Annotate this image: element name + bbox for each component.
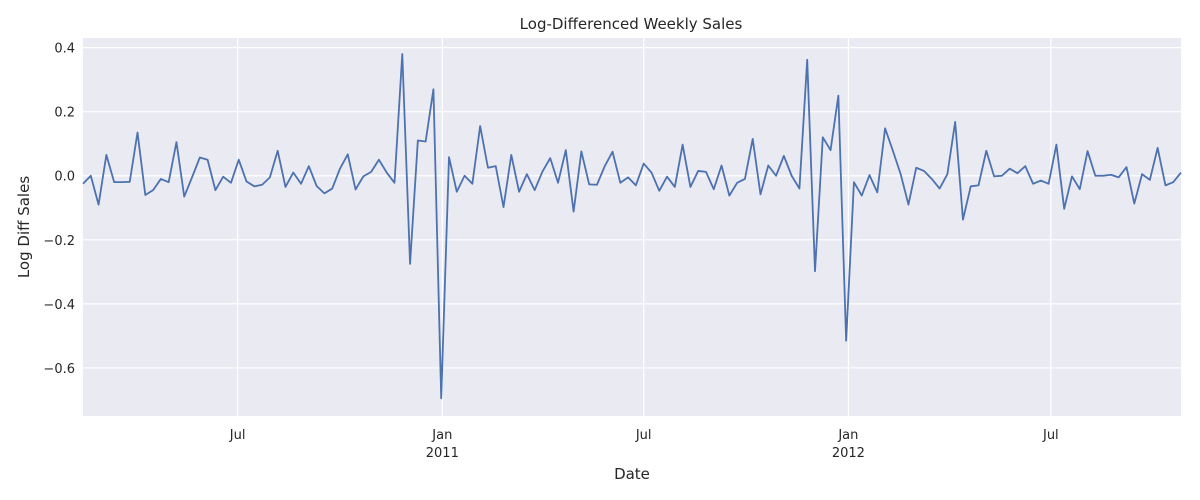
y-tick-label: −0.6 <box>43 362 75 377</box>
plot-area <box>83 38 1181 416</box>
x-tick-year-label: 2012 <box>832 446 865 461</box>
x-tick-label: Jan <box>837 428 858 443</box>
series-line <box>82 53 1182 400</box>
y-tick-label: 0.4 <box>54 42 75 57</box>
x-tick-label: Jan <box>431 428 452 443</box>
grid-lines <box>83 38 1181 416</box>
x-tick-label: Jul <box>229 428 246 443</box>
x-axis-label: Date <box>614 465 650 483</box>
x-tick-year-label: 2011 <box>426 446 459 461</box>
x-axis-ticks: Jul Jan 2011 Jul Jan 2012 Jul <box>229 428 1059 461</box>
y-tick-label: −0.4 <box>43 298 75 313</box>
chart-title: Log-Differenced Weekly Sales <box>520 15 743 33</box>
x-tick-label: Jul <box>1042 428 1059 443</box>
series-layer <box>82 53 1182 400</box>
y-axis-label: Log Diff Sales <box>15 176 33 278</box>
y-axis-ticks: 0.4 0.2 0.0 −0.2 −0.4 −0.6 <box>43 42 75 377</box>
y-tick-label: 0.2 <box>54 106 75 121</box>
y-tick-label: 0.0 <box>54 170 75 185</box>
y-tick-label: −0.2 <box>43 234 75 249</box>
x-tick-label: Jul <box>635 428 652 443</box>
